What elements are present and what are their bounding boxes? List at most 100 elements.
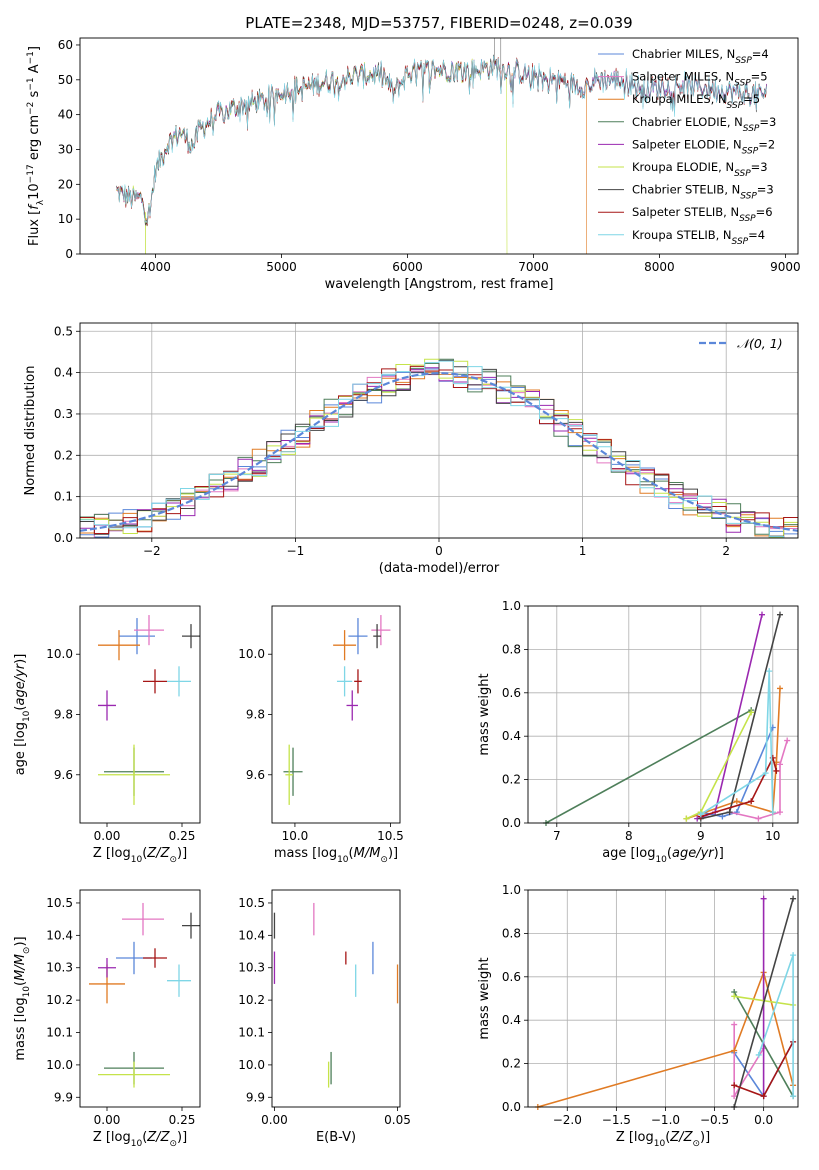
mass-weight-marker	[760, 1093, 767, 1100]
x-tick-label: −1	[287, 544, 305, 558]
x-axis-label: Z [log10(Z/Z⊙)]	[616, 1130, 710, 1149]
y-axis-label: Flux [fλ10−17 erg cm−2 s−1 A−1]	[26, 46, 46, 246]
mass-weight-line	[733, 898, 794, 1107]
y-tick-label: 0.0	[54, 531, 73, 545]
mass-weight-marker	[766, 668, 773, 675]
legend-label: Kroupa STELIB, NSSP=4	[632, 228, 765, 247]
mass-weight-marker	[755, 1051, 762, 1058]
mass-weight-line	[537, 969, 794, 1107]
y-axis-label: age [log10(age/yr)]	[13, 654, 32, 776]
mass-weight-marker	[731, 1082, 738, 1089]
y-tick-label: 0.8	[502, 926, 521, 940]
mass-weight-marker	[726, 809, 733, 816]
mass-weight-line	[696, 614, 763, 820]
normal-curve	[79, 371, 799, 532]
y-tick-label: 9.8	[246, 708, 265, 722]
x-axis-label: wavelength [Angstrom, rest frame]	[325, 277, 554, 292]
y-tick-label: 0.4	[502, 729, 521, 743]
y-tick-label: 0.1	[54, 490, 73, 504]
y-tick-label: 60	[58, 38, 73, 52]
y-tick-label: 9.9	[54, 1090, 73, 1104]
y-tick-label: 10.3	[238, 961, 265, 975]
y-tick-label: 10.0	[46, 1058, 73, 1072]
x-tick-label: 0.05	[384, 1113, 411, 1127]
mass-weight-marker	[748, 798, 755, 805]
axes-frame	[527, 605, 799, 824]
axes-frame	[271, 605, 401, 824]
y-tick-label: 10.5	[238, 896, 265, 910]
x-tick-label: −1.0	[651, 1113, 680, 1127]
mass-weight-marker	[777, 761, 783, 768]
residuals-panel: −2 −1 0 1 2 0.0 0.1 0.2 0.3 0.4 0.5 (data-model)/er…	[23, 322, 799, 576]
x-axis-label: Z [log10(Z/Z⊙)]	[93, 1130, 187, 1149]
massweight-vs-age-panel: 7 8 9 10 0.0 0.2 0.4 0.6 0.8 1.0 age [log10(age/yr…	[477, 599, 799, 865]
x-axis-label: Z [log10(Z/Z⊙)]	[93, 846, 187, 865]
mass-weight-marker	[773, 767, 780, 774]
x-tick-label: 0.0	[754, 1113, 773, 1127]
y-tick-label: 0.2	[54, 448, 73, 462]
y-axis-label: mass weight	[477, 673, 492, 755]
mass-weight-marker	[769, 809, 776, 816]
x-tick-label: 4000	[140, 260, 171, 274]
legend-label: Salpeter MILES, NSSP=5	[632, 70, 768, 89]
axes-frame	[79, 322, 799, 539]
y-tick-label: 10.4	[238, 928, 265, 942]
y-tick-label: 40	[58, 108, 73, 122]
legend-label: Chabrier MILES, NSSP=4	[632, 47, 769, 66]
mass-weight-marker	[731, 1093, 738, 1100]
axes-frame	[79, 605, 201, 824]
mass-weight-marker	[762, 770, 769, 777]
x-tick-label: 0.00	[261, 1113, 288, 1127]
y-tick-label: 10.5	[46, 896, 73, 910]
x-tick-label: 1	[579, 544, 587, 558]
axes-frame	[79, 37, 799, 255]
x-tick-label: 10.5	[377, 829, 404, 843]
y-tick-label: 10.0	[238, 647, 265, 661]
x-tick-label: −0.5	[700, 1113, 729, 1127]
y-tick-label: 10.1	[238, 1026, 265, 1040]
axes-frame	[79, 889, 201, 1108]
x-tick-label: 10.0	[282, 829, 309, 843]
y-tick-label: 10.3	[46, 961, 73, 975]
mass-weight-marker	[731, 1047, 738, 1054]
y-tick-label: 0	[65, 247, 73, 261]
y-tick-label: 0.4	[502, 1013, 521, 1027]
y-tick-label: 0.6	[502, 970, 521, 984]
y-tick-label: 0.6	[502, 686, 521, 700]
mass-weight-marker	[755, 815, 762, 822]
mass-weight-line	[545, 709, 752, 823]
y-tick-label: 0.8	[502, 642, 521, 656]
y-tick-label: 0.3	[54, 407, 73, 421]
y-tick-label: 1.0	[502, 883, 521, 897]
y-tick-label: 0.0	[502, 816, 521, 830]
y-tick-label: 1.0	[502, 599, 521, 613]
x-tick-label: 0.00	[94, 829, 121, 843]
y-tick-label: 10.2	[46, 993, 73, 1007]
x-tick-label: 9	[697, 829, 705, 843]
y-tick-label: 20	[58, 177, 73, 191]
y-tick-label: 10	[58, 212, 73, 226]
massweight-vs-metallicity-panel: −2.0 −1.5 −1.0 −0.5 0.0 0.0 0.2 0.4 0.6 0.8 1.0 Z […	[477, 883, 799, 1149]
mass-weight-line	[700, 755, 778, 818]
x-tick-label: 8000	[644, 260, 675, 274]
y-axis-label: mass [log10(M/M⊙)]	[13, 936, 32, 1060]
x-tick-label: 0.25	[169, 1113, 196, 1127]
figure-title: PLATE=2348, MJD=53757, FIBERID=0248, z=0…	[245, 14, 632, 32]
x-tick-label: 6000	[392, 260, 423, 274]
x-tick-label: −2.0	[553, 1113, 582, 1127]
spectrum-panel: 4000 5000 6000 7000 8000 9000 0 10 20 30 40 50 60 wav…	[26, 37, 801, 292]
legend-label: Chabrier ELODIE, NSSP=3	[632, 115, 776, 134]
x-tick-label: 10	[765, 829, 780, 843]
legend-label: Chabrier STELIB, NSSP=3	[632, 183, 774, 202]
y-tick-label: 9.6	[54, 768, 73, 782]
y-tick-label: 50	[58, 73, 73, 87]
x-tick-label: 5000	[266, 260, 297, 274]
mass-weight-marker	[731, 1021, 738, 1028]
mass-weight-marker	[790, 895, 797, 902]
residual-histogram	[80, 360, 798, 538]
y-tick-label: 9.9	[246, 1090, 265, 1104]
mass-weight-marker	[790, 952, 797, 959]
y-tick-label: 0.0	[502, 1100, 521, 1114]
legend-label: Salpeter ELODIE, NSSP=2	[632, 137, 775, 156]
